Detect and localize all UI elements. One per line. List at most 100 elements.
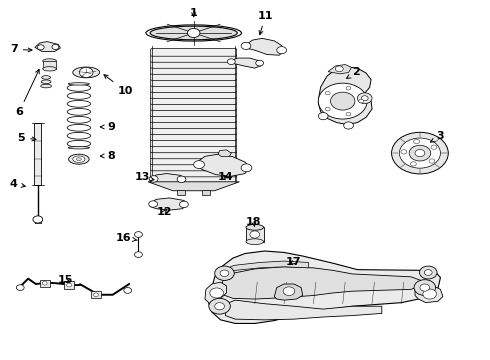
- Circle shape: [135, 231, 143, 237]
- FancyBboxPatch shape: [151, 151, 237, 159]
- Ellipse shape: [76, 158, 81, 161]
- Polygon shape: [205, 282, 226, 304]
- Text: 3: 3: [431, 131, 444, 142]
- Text: 18: 18: [246, 217, 262, 227]
- Ellipse shape: [246, 239, 264, 244]
- Polygon shape: [223, 261, 309, 280]
- Text: 11: 11: [258, 11, 273, 35]
- FancyBboxPatch shape: [151, 139, 237, 147]
- FancyBboxPatch shape: [151, 55, 237, 62]
- Circle shape: [79, 67, 93, 77]
- Circle shape: [359, 99, 364, 103]
- Circle shape: [179, 201, 188, 208]
- FancyBboxPatch shape: [151, 127, 237, 135]
- Text: 8: 8: [100, 150, 115, 161]
- Circle shape: [67, 283, 72, 287]
- Text: 1: 1: [190, 8, 197, 18]
- Circle shape: [318, 83, 367, 119]
- Bar: [202, 190, 210, 195]
- Text: 16: 16: [116, 233, 137, 243]
- Circle shape: [424, 270, 432, 275]
- Ellipse shape: [67, 116, 91, 123]
- FancyBboxPatch shape: [151, 85, 237, 93]
- Polygon shape: [328, 64, 351, 74]
- Bar: [177, 190, 185, 195]
- Ellipse shape: [67, 100, 91, 107]
- Circle shape: [411, 162, 416, 166]
- FancyBboxPatch shape: [151, 91, 237, 98]
- Polygon shape: [244, 39, 284, 55]
- Circle shape: [361, 96, 368, 101]
- Bar: [34, 123, 41, 185]
- Bar: [91, 291, 101, 298]
- Polygon shape: [228, 58, 262, 68]
- Circle shape: [401, 150, 407, 154]
- Circle shape: [420, 284, 430, 291]
- Circle shape: [209, 298, 230, 314]
- Ellipse shape: [246, 225, 264, 230]
- FancyBboxPatch shape: [151, 60, 237, 68]
- Circle shape: [37, 45, 44, 50]
- Circle shape: [346, 86, 351, 90]
- FancyBboxPatch shape: [151, 103, 237, 111]
- Text: 7: 7: [10, 45, 32, 54]
- Circle shape: [277, 46, 287, 54]
- Circle shape: [188, 28, 200, 37]
- Circle shape: [220, 270, 229, 276]
- FancyBboxPatch shape: [151, 145, 237, 153]
- Circle shape: [399, 138, 441, 168]
- FancyBboxPatch shape: [151, 163, 237, 171]
- Ellipse shape: [67, 125, 91, 131]
- FancyBboxPatch shape: [151, 175, 237, 183]
- Circle shape: [335, 66, 343, 72]
- Circle shape: [16, 285, 24, 291]
- FancyBboxPatch shape: [151, 67, 237, 74]
- Ellipse shape: [67, 85, 91, 91]
- Ellipse shape: [43, 59, 56, 63]
- FancyBboxPatch shape: [151, 97, 237, 104]
- Text: 14: 14: [218, 172, 233, 182]
- Circle shape: [414, 139, 419, 144]
- Polygon shape: [220, 267, 421, 299]
- Polygon shape: [148, 182, 240, 191]
- Text: 17: 17: [286, 257, 302, 267]
- Circle shape: [241, 42, 251, 49]
- Circle shape: [256, 60, 264, 66]
- Polygon shape: [196, 154, 250, 176]
- Ellipse shape: [41, 80, 51, 84]
- Polygon shape: [274, 284, 303, 300]
- Polygon shape: [218, 150, 231, 157]
- Ellipse shape: [67, 93, 91, 99]
- Circle shape: [409, 145, 431, 161]
- Ellipse shape: [67, 140, 91, 147]
- Circle shape: [250, 231, 260, 238]
- Polygon shape: [35, 41, 60, 51]
- Text: 9: 9: [100, 122, 115, 132]
- Bar: [40, 280, 49, 287]
- Circle shape: [357, 93, 372, 104]
- Bar: [64, 282, 74, 289]
- Circle shape: [149, 176, 158, 182]
- Bar: [246, 227, 264, 242]
- Bar: [43, 61, 56, 69]
- Ellipse shape: [42, 76, 50, 79]
- Polygon shape: [150, 198, 187, 210]
- Circle shape: [331, 92, 355, 110]
- Text: 4: 4: [9, 179, 25, 189]
- Circle shape: [415, 149, 425, 157]
- Text: 6: 6: [15, 69, 39, 117]
- Polygon shape: [318, 67, 372, 125]
- Circle shape: [346, 112, 351, 116]
- Polygon shape: [225, 300, 382, 320]
- Circle shape: [135, 252, 143, 257]
- Text: 5: 5: [18, 133, 36, 143]
- Circle shape: [419, 266, 437, 279]
- Circle shape: [149, 201, 158, 207]
- Ellipse shape: [41, 84, 51, 88]
- Circle shape: [215, 303, 224, 310]
- Polygon shape: [415, 286, 443, 303]
- Ellipse shape: [73, 156, 85, 162]
- Circle shape: [429, 159, 435, 163]
- Circle shape: [392, 132, 448, 174]
- Polygon shape: [209, 251, 441, 323]
